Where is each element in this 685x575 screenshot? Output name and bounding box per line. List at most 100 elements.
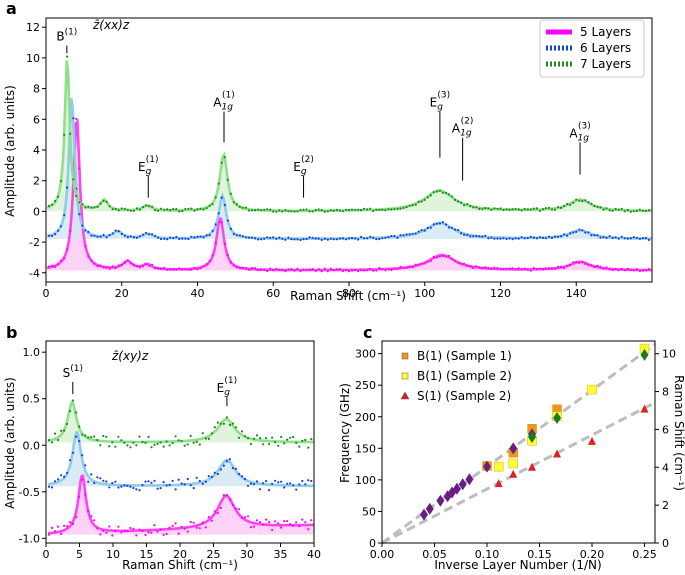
a-point-0 [544, 267, 548, 270]
b-point-0 [99, 533, 102, 536]
a-point-2 [47, 204, 51, 207]
a-point-2 [520, 209, 523, 212]
a-point-1 [490, 236, 493, 239]
a-point-1 [393, 234, 396, 238]
a-point-0 [84, 245, 87, 248]
b-point-2 [111, 441, 114, 444]
a-point-1 [387, 235, 390, 239]
b-point-2 [135, 444, 138, 447]
c-point-1-4 [587, 384, 597, 395]
b-point-2 [129, 446, 132, 449]
b-point-1 [50, 486, 54, 489]
a-point-1 [511, 238, 514, 241]
a-point-2 [317, 208, 320, 211]
b-point-1 [84, 464, 87, 467]
b-point-1 [219, 468, 222, 471]
a-point-2 [429, 194, 432, 197]
a-point-0 [617, 269, 620, 272]
a-point-0 [490, 267, 493, 270]
b-point-1 [234, 467, 237, 470]
b-point-2 [102, 434, 105, 438]
c-point-4-2 [640, 348, 649, 361]
b-point-2 [153, 443, 156, 446]
a-point-1 [196, 235, 199, 238]
a-xtick-label-2: 40 [191, 287, 205, 300]
a-point-1 [147, 233, 151, 236]
a-point-0 [184, 268, 187, 271]
b-point-0 [87, 510, 90, 513]
b-point-2 [144, 441, 147, 444]
b-point-2 [301, 439, 304, 442]
a-point-1 [293, 238, 296, 241]
a-point-1 [314, 237, 317, 240]
a-point-2 [193, 209, 196, 212]
b-xtick-label-2: 10 [106, 548, 120, 561]
a-point-1 [332, 238, 335, 241]
b-point-0 [234, 507, 237, 510]
b-point-0 [132, 527, 135, 531]
b-point-0 [93, 519, 96, 522]
a-point-2 [126, 208, 129, 211]
a-point-2 [641, 209, 645, 212]
b-point-0 [186, 530, 189, 533]
b-point-0 [237, 508, 241, 511]
a-point-0 [350, 269, 354, 272]
a-point-0 [550, 267, 554, 270]
a-point-1 [81, 224, 84, 227]
a-point-1 [96, 235, 99, 238]
c-y2tick-label-1: 2 [662, 499, 669, 512]
b-point-2 [225, 416, 228, 419]
b-point-1 [66, 471, 69, 474]
b-point-0 [117, 525, 120, 528]
a-point-2 [638, 208, 642, 211]
b-point-2 [138, 435, 141, 438]
a-point-2 [147, 205, 151, 208]
a-point-2 [350, 208, 354, 211]
b-point-1 [159, 487, 162, 490]
b-point-1 [198, 479, 201, 483]
a-point-0 [163, 266, 166, 269]
a-point-1 [608, 235, 611, 238]
a-point-1 [517, 237, 520, 240]
b-point-2 [180, 440, 183, 443]
b-point-2 [240, 430, 244, 433]
a-point-2 [544, 207, 548, 210]
a-point-0 [469, 265, 472, 268]
a-point-1 [402, 234, 405, 237]
b-point-1 [237, 472, 241, 476]
b-xtick-label-8: 40 [307, 548, 321, 561]
a-point-0 [578, 261, 581, 264]
b-point-1 [72, 451, 75, 454]
a-point-2 [329, 209, 332, 212]
a-point-0 [108, 267, 111, 270]
a-ytick-label-7: 10 [26, 52, 40, 65]
a-point-2 [332, 209, 335, 212]
a-point-2 [378, 208, 381, 211]
a-point-0 [644, 269, 648, 272]
a-point-1 [520, 236, 523, 239]
b-point-1 [114, 480, 117, 483]
a-point-0 [199, 267, 202, 270]
a-point-2 [108, 205, 111, 208]
panel-c-y2label: Raman Shift (cm⁻¹) [672, 375, 685, 491]
a-point-1 [302, 238, 305, 241]
b-point-1 [310, 479, 313, 483]
b-point-1 [298, 483, 301, 486]
b-point-1 [243, 477, 247, 481]
a-point-2 [629, 210, 632, 213]
a-point-2 [384, 209, 387, 212]
a-point-0 [423, 262, 426, 265]
a-point-1 [644, 236, 648, 240]
b-point-2 [237, 436, 241, 439]
a-point-1 [632, 236, 635, 239]
a-point-0 [151, 263, 154, 266]
c-point-3-7 [465, 473, 474, 486]
b-point-0 [274, 520, 277, 523]
a-point-2 [232, 201, 235, 204]
b-point-2 [192, 441, 195, 444]
panel-b-ylabel: Amplitude (arb. units) [3, 377, 17, 509]
b-point-2 [81, 433, 84, 436]
a-point-2 [257, 208, 260, 211]
a-point-2 [438, 189, 441, 192]
a-point-1 [235, 234, 238, 237]
